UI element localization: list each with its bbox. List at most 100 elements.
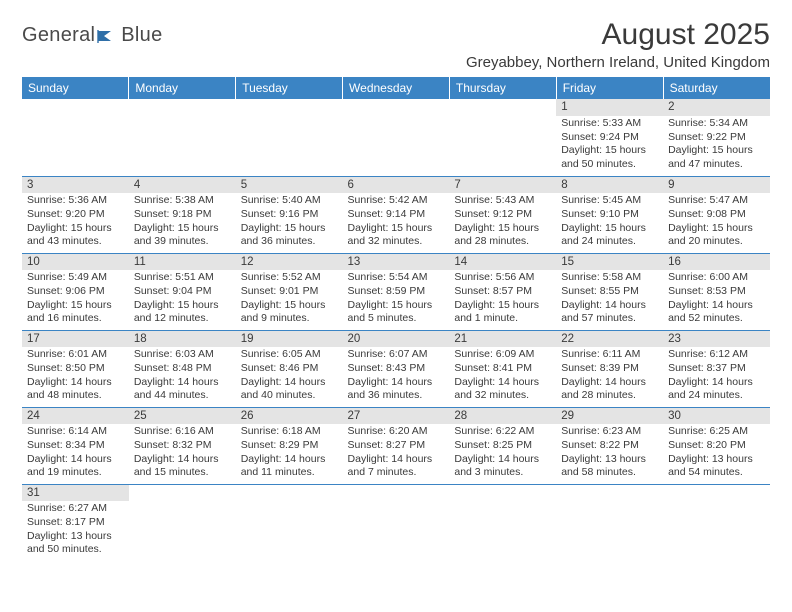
sunrise-text: Sunrise: 6:27 AM	[27, 502, 124, 516]
daylight-text: Daylight: 14 hours and 52 minutes.	[668, 299, 765, 326]
sunrise-text: Sunrise: 6:11 AM	[561, 348, 658, 362]
daylight-text: Daylight: 14 hours and 32 minutes.	[454, 376, 551, 403]
calendar-row: 3Sunrise: 5:36 AMSunset: 9:20 PMDaylight…	[22, 176, 770, 253]
day-number: 15	[556, 254, 663, 271]
daylight-text: Daylight: 14 hours and 3 minutes.	[454, 453, 551, 480]
calendar-cell: 29Sunrise: 6:23 AMSunset: 8:22 PMDayligh…	[556, 407, 663, 484]
day-number: 20	[343, 331, 450, 348]
sunrise-text: Sunrise: 5:43 AM	[454, 194, 551, 208]
day-info: Sunrise: 5:47 AMSunset: 9:08 PMDaylight:…	[663, 193, 770, 251]
day-info: Sunrise: 5:52 AMSunset: 9:01 PMDaylight:…	[236, 270, 343, 328]
day-info: Sunrise: 5:54 AMSunset: 8:59 PMDaylight:…	[343, 270, 450, 328]
sunset-text: Sunset: 8:32 PM	[134, 439, 231, 453]
day-info: Sunrise: 5:42 AMSunset: 9:14 PMDaylight:…	[343, 193, 450, 251]
daylight-text: Daylight: 14 hours and 57 minutes.	[561, 299, 658, 326]
flag-icon	[97, 29, 119, 43]
day-number: 28	[449, 408, 556, 425]
sunset-text: Sunset: 8:57 PM	[454, 285, 551, 299]
sunset-text: Sunset: 8:34 PM	[27, 439, 124, 453]
sunrise-text: Sunrise: 5:51 AM	[134, 271, 231, 285]
day-info: Sunrise: 6:14 AMSunset: 8:34 PMDaylight:…	[22, 424, 129, 482]
sunset-text: Sunset: 9:24 PM	[561, 131, 658, 145]
day-number: 2	[663, 99, 770, 116]
sunset-text: Sunset: 9:08 PM	[668, 208, 765, 222]
daylight-text: Daylight: 14 hours and 36 minutes.	[348, 376, 445, 403]
daylight-text: Daylight: 15 hours and 32 minutes.	[348, 222, 445, 249]
sunset-text: Sunset: 8:55 PM	[561, 285, 658, 299]
sunset-text: Sunset: 8:41 PM	[454, 362, 551, 376]
day-number: 8	[556, 177, 663, 194]
calendar-row: 10Sunrise: 5:49 AMSunset: 9:06 PMDayligh…	[22, 253, 770, 330]
calendar-cell: 22Sunrise: 6:11 AMSunset: 8:39 PMDayligh…	[556, 330, 663, 407]
daylight-text: Daylight: 14 hours and 7 minutes.	[348, 453, 445, 480]
daylight-text: Daylight: 14 hours and 19 minutes.	[27, 453, 124, 480]
weekday-header: Tuesday	[236, 77, 343, 99]
day-info: Sunrise: 5:43 AMSunset: 9:12 PMDaylight:…	[449, 193, 556, 251]
day-info: Sunrise: 6:16 AMSunset: 8:32 PMDaylight:…	[129, 424, 236, 482]
day-number: 23	[663, 331, 770, 348]
sunset-text: Sunset: 8:48 PM	[134, 362, 231, 376]
sunset-text: Sunset: 8:39 PM	[561, 362, 658, 376]
day-number: 13	[343, 254, 450, 271]
sunrise-text: Sunrise: 5:34 AM	[668, 117, 765, 131]
page-title: August 2025	[466, 18, 770, 52]
calendar-cell: 3Sunrise: 5:36 AMSunset: 9:20 PMDaylight…	[22, 176, 129, 253]
day-info: Sunrise: 6:20 AMSunset: 8:27 PMDaylight:…	[343, 424, 450, 482]
daylight-text: Daylight: 15 hours and 50 minutes.	[561, 144, 658, 171]
sunrise-text: Sunrise: 6:05 AM	[241, 348, 338, 362]
day-number: 16	[663, 254, 770, 271]
weekday-header: Sunday	[22, 77, 129, 99]
sunset-text: Sunset: 9:06 PM	[27, 285, 124, 299]
day-info: Sunrise: 6:11 AMSunset: 8:39 PMDaylight:…	[556, 347, 663, 405]
calendar-cell: 19Sunrise: 6:05 AMSunset: 8:46 PMDayligh…	[236, 330, 343, 407]
calendar-cell-empty	[236, 484, 343, 561]
day-info: Sunrise: 6:09 AMSunset: 8:41 PMDaylight:…	[449, 347, 556, 405]
sunset-text: Sunset: 8:27 PM	[348, 439, 445, 453]
daylight-text: Daylight: 13 hours and 58 minutes.	[561, 453, 658, 480]
day-info: Sunrise: 6:23 AMSunset: 8:22 PMDaylight:…	[556, 424, 663, 482]
daylight-text: Daylight: 13 hours and 50 minutes.	[27, 530, 124, 557]
sunrise-text: Sunrise: 6:23 AM	[561, 425, 658, 439]
calendar-cell-empty	[449, 99, 556, 176]
day-number: 12	[236, 254, 343, 271]
sunrise-text: Sunrise: 5:40 AM	[241, 194, 338, 208]
logo: General Blue	[22, 24, 163, 47]
sunrise-text: Sunrise: 5:58 AM	[561, 271, 658, 285]
calendar-cell: 25Sunrise: 6:16 AMSunset: 8:32 PMDayligh…	[129, 407, 236, 484]
day-number: 31	[22, 485, 129, 502]
daylight-text: Daylight: 13 hours and 54 minutes.	[668, 453, 765, 480]
sunrise-text: Sunrise: 6:07 AM	[348, 348, 445, 362]
day-number: 18	[129, 331, 236, 348]
sunset-text: Sunset: 8:50 PM	[27, 362, 124, 376]
calendar-row: 24Sunrise: 6:14 AMSunset: 8:34 PMDayligh…	[22, 407, 770, 484]
day-number: 10	[22, 254, 129, 271]
sunrise-text: Sunrise: 6:20 AM	[348, 425, 445, 439]
sunset-text: Sunset: 8:43 PM	[348, 362, 445, 376]
sunrise-text: Sunrise: 6:12 AM	[668, 348, 765, 362]
sunset-text: Sunset: 8:29 PM	[241, 439, 338, 453]
sunset-text: Sunset: 8:59 PM	[348, 285, 445, 299]
sunrise-text: Sunrise: 5:42 AM	[348, 194, 445, 208]
sunset-text: Sunset: 9:16 PM	[241, 208, 338, 222]
calendar-row: 1Sunrise: 5:33 AMSunset: 9:24 PMDaylight…	[22, 99, 770, 176]
sunrise-text: Sunrise: 6:03 AM	[134, 348, 231, 362]
day-info: Sunrise: 5:38 AMSunset: 9:18 PMDaylight:…	[129, 193, 236, 251]
calendar-cell: 20Sunrise: 6:07 AMSunset: 8:43 PMDayligh…	[343, 330, 450, 407]
daylight-text: Daylight: 14 hours and 15 minutes.	[134, 453, 231, 480]
calendar-cell: 11Sunrise: 5:51 AMSunset: 9:04 PMDayligh…	[129, 253, 236, 330]
day-number: 3	[22, 177, 129, 194]
calendar-cell: 10Sunrise: 5:49 AMSunset: 9:06 PMDayligh…	[22, 253, 129, 330]
day-info: Sunrise: 6:05 AMSunset: 8:46 PMDaylight:…	[236, 347, 343, 405]
daylight-text: Daylight: 15 hours and 9 minutes.	[241, 299, 338, 326]
day-info: Sunrise: 5:56 AMSunset: 8:57 PMDaylight:…	[449, 270, 556, 328]
calendar-cell: 1Sunrise: 5:33 AMSunset: 9:24 PMDaylight…	[556, 99, 663, 176]
location: Greyabbey, Northern Ireland, United King…	[466, 54, 770, 71]
day-info: Sunrise: 5:49 AMSunset: 9:06 PMDaylight:…	[22, 270, 129, 328]
calendar-cell-empty	[129, 99, 236, 176]
day-info: Sunrise: 6:03 AMSunset: 8:48 PMDaylight:…	[129, 347, 236, 405]
daylight-text: Daylight: 15 hours and 28 minutes.	[454, 222, 551, 249]
sunrise-text: Sunrise: 5:47 AM	[668, 194, 765, 208]
calendar-cell: 16Sunrise: 6:00 AMSunset: 8:53 PMDayligh…	[663, 253, 770, 330]
calendar-cell-empty	[343, 484, 450, 561]
logo-word2: Blue	[121, 24, 162, 47]
